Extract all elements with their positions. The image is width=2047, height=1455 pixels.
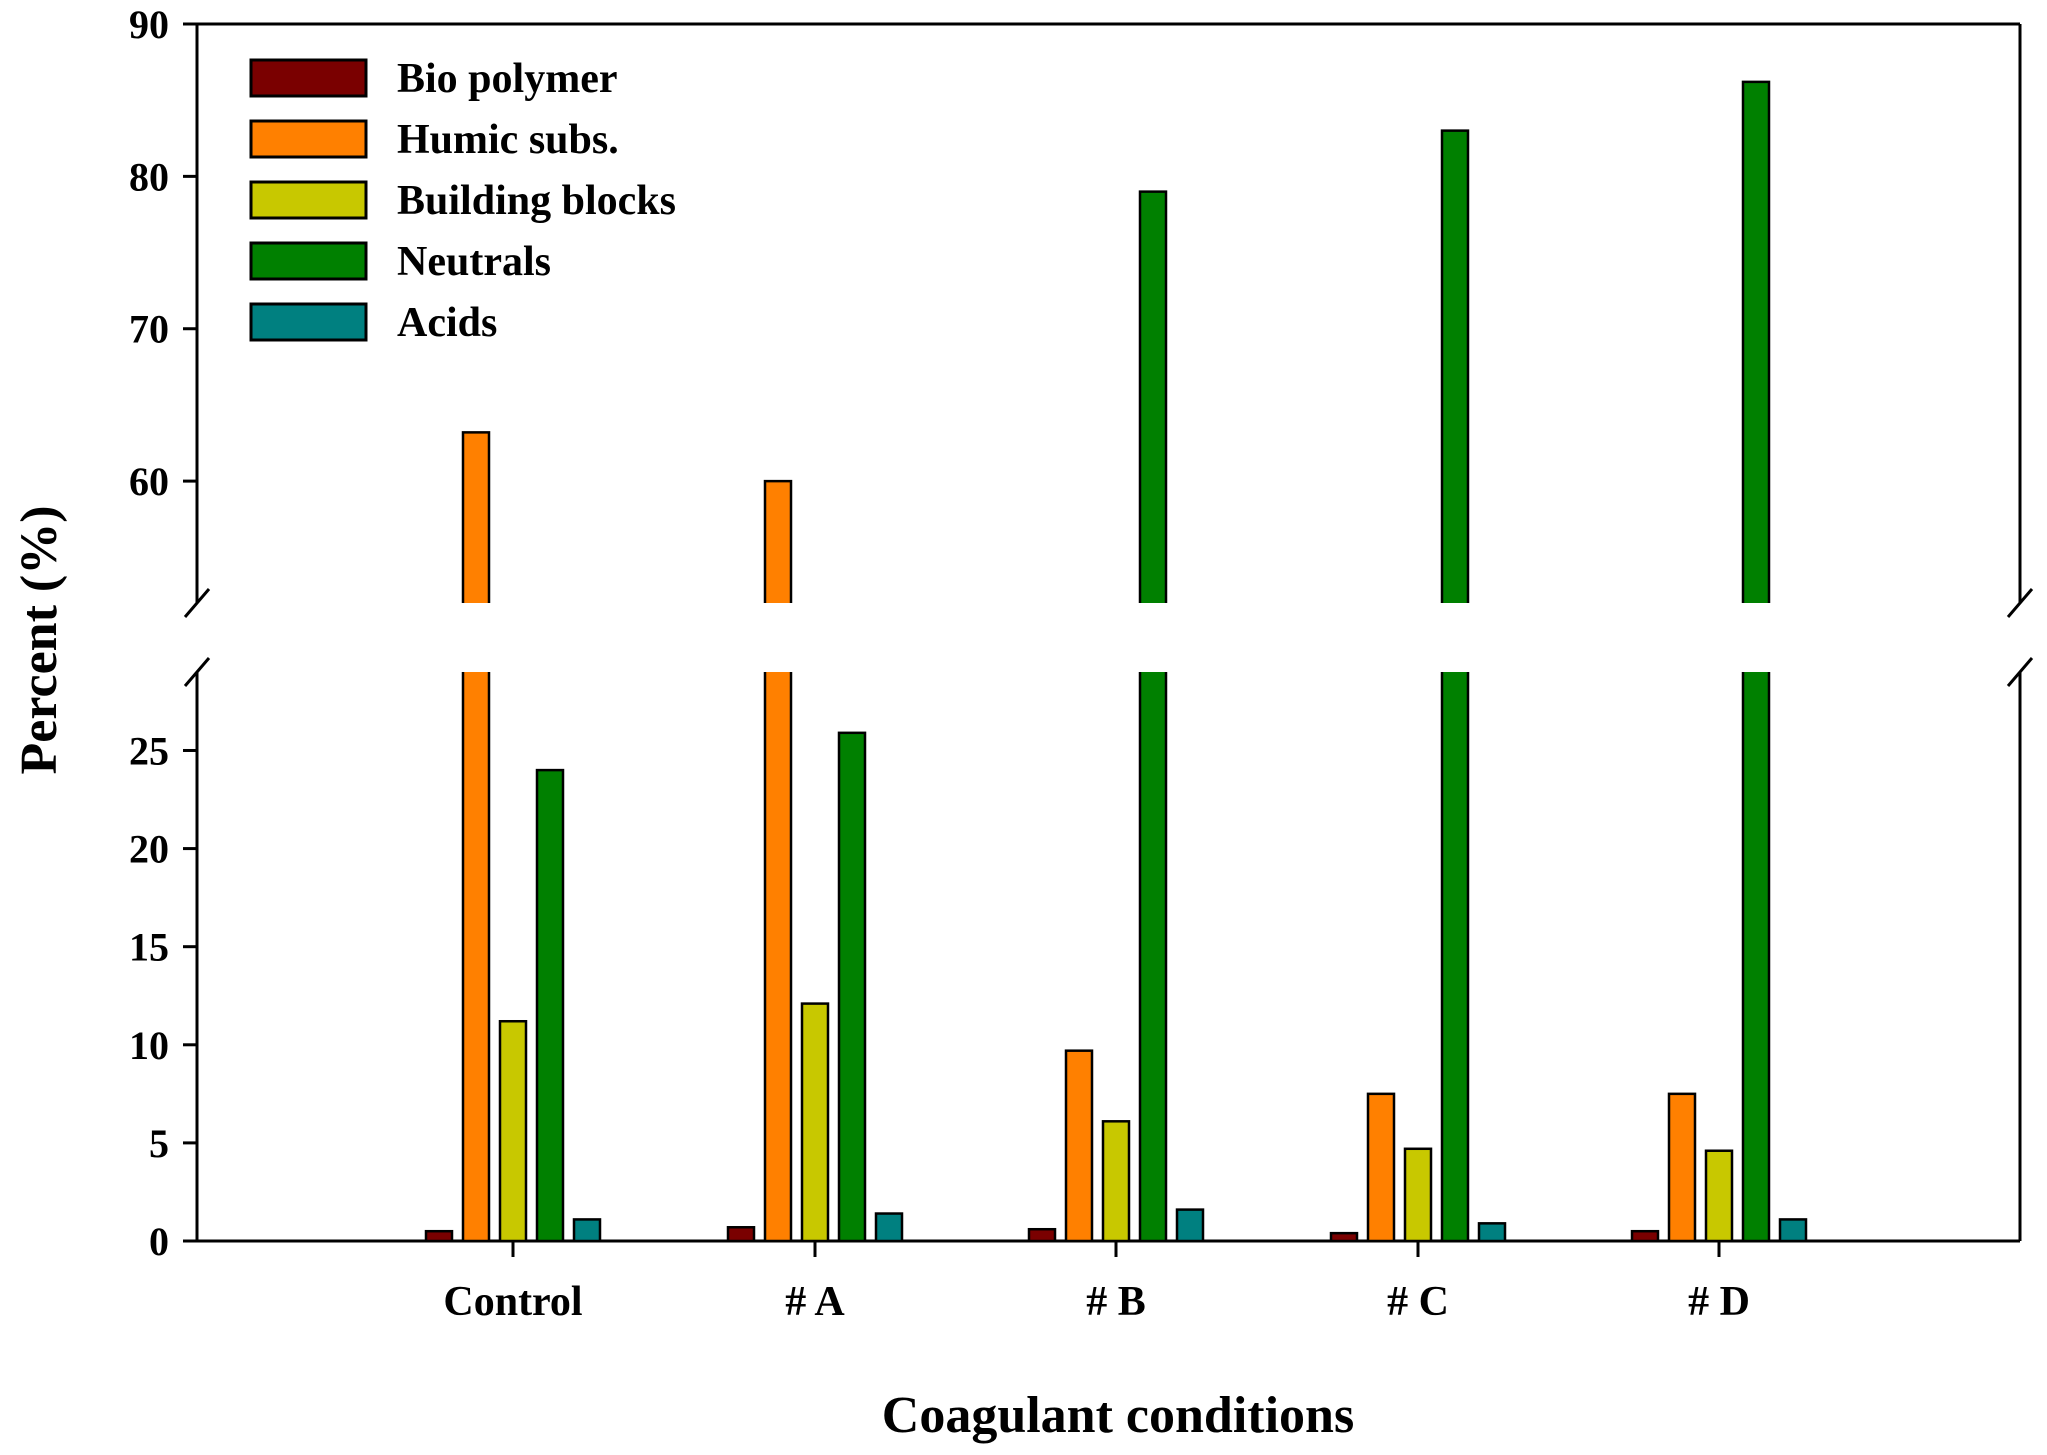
bar-neutrals-3-lower	[1140, 672, 1166, 1241]
bar-humic-subs-4	[1366, 1092, 1396, 1243]
bar-building-blocks-3	[1101, 1120, 1131, 1243]
bar-humic-subs-5	[1667, 1092, 1697, 1243]
legend-swatch	[249, 180, 368, 220]
bar-neutrals-4-upper	[1442, 130, 1468, 603]
break-mark-lower-right	[2006, 657, 2034, 687]
bar-neutrals-5-lower	[1743, 672, 1769, 1241]
bar-neutrals-3-upper	[1140, 191, 1166, 603]
bar-humic-subs-1-lower-outline	[461, 672, 491, 1243]
bar-neutrals-4-upper-outline	[1440, 129, 1470, 603]
bar-humic-subs-1-upper-outline	[461, 431, 491, 603]
bar-bio-polymer-3	[1027, 1227, 1057, 1243]
bars-group	[424, 80, 1808, 1243]
break-mark-upper-left	[183, 588, 211, 618]
legend-label: Humic subs.	[397, 117, 619, 163]
bar-humic-subs-2-upper	[765, 481, 791, 603]
bar-neutrals-3-lower-outline	[1138, 672, 1168, 1243]
bar-acids-2	[874, 1212, 904, 1243]
break-mark-lower-left	[183, 657, 211, 687]
bar-humic-subs-3	[1064, 1049, 1094, 1243]
y-axis-ticks: 0 5 10 15 20 25 60 70 80 90	[129, 2, 197, 1264]
legend: Bio polymer Humic subs. Building blocks Neu…	[249, 56, 676, 346]
x-axis-ticks: Control # A # B # C # D	[443, 1241, 1750, 1325]
break-mark-upper-right	[2006, 588, 2034, 618]
x-tick-label: # A	[785, 1279, 845, 1325]
x-tick-label: # C	[1387, 1279, 1449, 1325]
bar-acids-3	[1175, 1208, 1205, 1243]
y-tick-label: 15	[129, 925, 169, 970]
bar-neutrals-4-lower-outline	[1440, 672, 1470, 1243]
y-tick-label: 60	[129, 459, 169, 504]
bar-neutrals-2	[837, 731, 867, 1243]
y-tick-label: 80	[129, 154, 169, 199]
legend-swatch	[249, 119, 368, 159]
y-tick-label: 20	[129, 827, 169, 872]
legend-label: Building blocks	[397, 178, 676, 224]
legend-swatch	[249, 302, 368, 342]
y-tick-label: 10	[129, 1023, 169, 1068]
legend-label: Neutrals	[397, 239, 551, 285]
bar-neutrals-1	[535, 768, 565, 1243]
x-tick-label: # D	[1688, 1279, 1750, 1325]
bar-neutrals-3-upper-outline	[1138, 190, 1168, 603]
bar-humic-subs-2-upper-outline	[763, 479, 793, 603]
bar-building-blocks-4	[1403, 1147, 1433, 1243]
y-tick-label: 70	[129, 307, 169, 352]
bar-acids-5	[1778, 1218, 1808, 1243]
bar-humic-subs-2-lower-outline	[763, 672, 793, 1243]
y-axis-title: Percent (%)	[11, 505, 68, 774]
bar-bio-polymer-4	[1329, 1231, 1359, 1243]
legend-label: Acids	[397, 300, 497, 346]
y-tick-label: 5	[149, 1121, 169, 1166]
bar-humic-subs-1-lower	[463, 672, 489, 1241]
y-tick-label: 90	[129, 2, 169, 47]
bar-bio-polymer-5	[1630, 1229, 1660, 1243]
bar-neutrals-5-upper-outline	[1741, 80, 1771, 603]
x-tick-label: Control	[443, 1279, 582, 1325]
legend-label: Bio polymer	[397, 56, 617, 102]
bar-bio-polymer-1	[424, 1229, 454, 1243]
bar-neutrals-5-upper	[1743, 81, 1769, 603]
bar-building-blocks-1	[498, 1019, 528, 1243]
bar-acids-1	[572, 1218, 602, 1243]
bar-neutrals-5-lower-outline	[1741, 672, 1771, 1243]
y-tick-label: 0	[149, 1219, 169, 1264]
axis-break-marks	[183, 588, 2034, 687]
y-tick-label: 25	[129, 728, 169, 773]
bar-neutrals-4-lower	[1442, 672, 1468, 1241]
bar-humic-subs-2-lower	[765, 672, 791, 1241]
bar-building-blocks-5	[1704, 1149, 1734, 1243]
x-tick-label: # B	[1086, 1279, 1146, 1325]
legend-swatch	[249, 241, 368, 281]
bar-bio-polymer-2	[726, 1226, 756, 1243]
bar-acids-4	[1477, 1222, 1507, 1243]
x-axis-title: Coagulant conditions	[882, 1387, 1354, 1444]
bar-building-blocks-2	[800, 1002, 830, 1243]
bar-humic-subs-1-upper	[463, 432, 489, 603]
legend-swatch	[249, 58, 368, 98]
